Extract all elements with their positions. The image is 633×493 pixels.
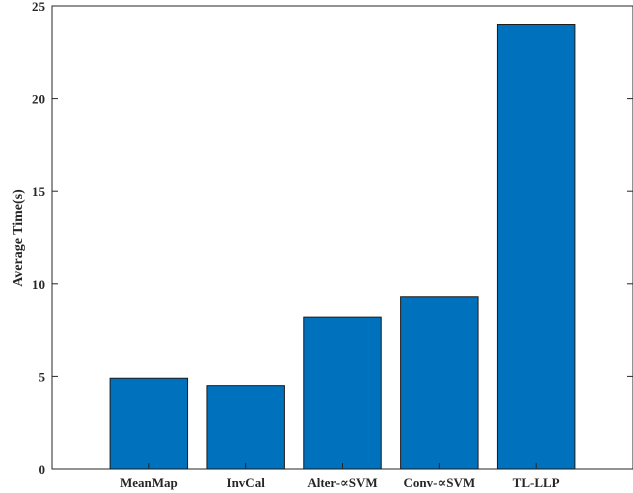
bar-tl-llp — [496, 24, 576, 470]
bar-invcal — [206, 385, 285, 470]
x-tick-label: InvCal — [227, 475, 266, 490]
y-tick-label: 0 — [39, 462, 46, 477]
tick-labels: MeanMap InvCal Alter-∝SVM Conv-∝SVM TL-LLP 0 5… — [32, 0, 560, 490]
axis-ticks — [52, 5, 633, 470]
y-tick-label: 15 — [32, 184, 46, 199]
bar-conv-svm — [400, 296, 479, 470]
y-tick-label: 10 — [32, 277, 45, 292]
y-tick-label: 5 — [39, 369, 46, 384]
x-tick-label: Conv-∝SVM — [404, 475, 476, 490]
bar-alter-svm — [303, 316, 382, 470]
bars — [109, 24, 576, 470]
x-tick-label: Alter-∝SVM — [307, 475, 377, 490]
x-tick-label: TL-LLP — [513, 475, 560, 490]
y-tick-label: 25 — [32, 0, 46, 14]
x-tick-label: MeanMap — [120, 475, 178, 490]
y-tick-label: 20 — [32, 92, 45, 107]
y-axis-title: Average Time(s) — [11, 189, 26, 287]
bar-meanmap — [109, 377, 189, 470]
